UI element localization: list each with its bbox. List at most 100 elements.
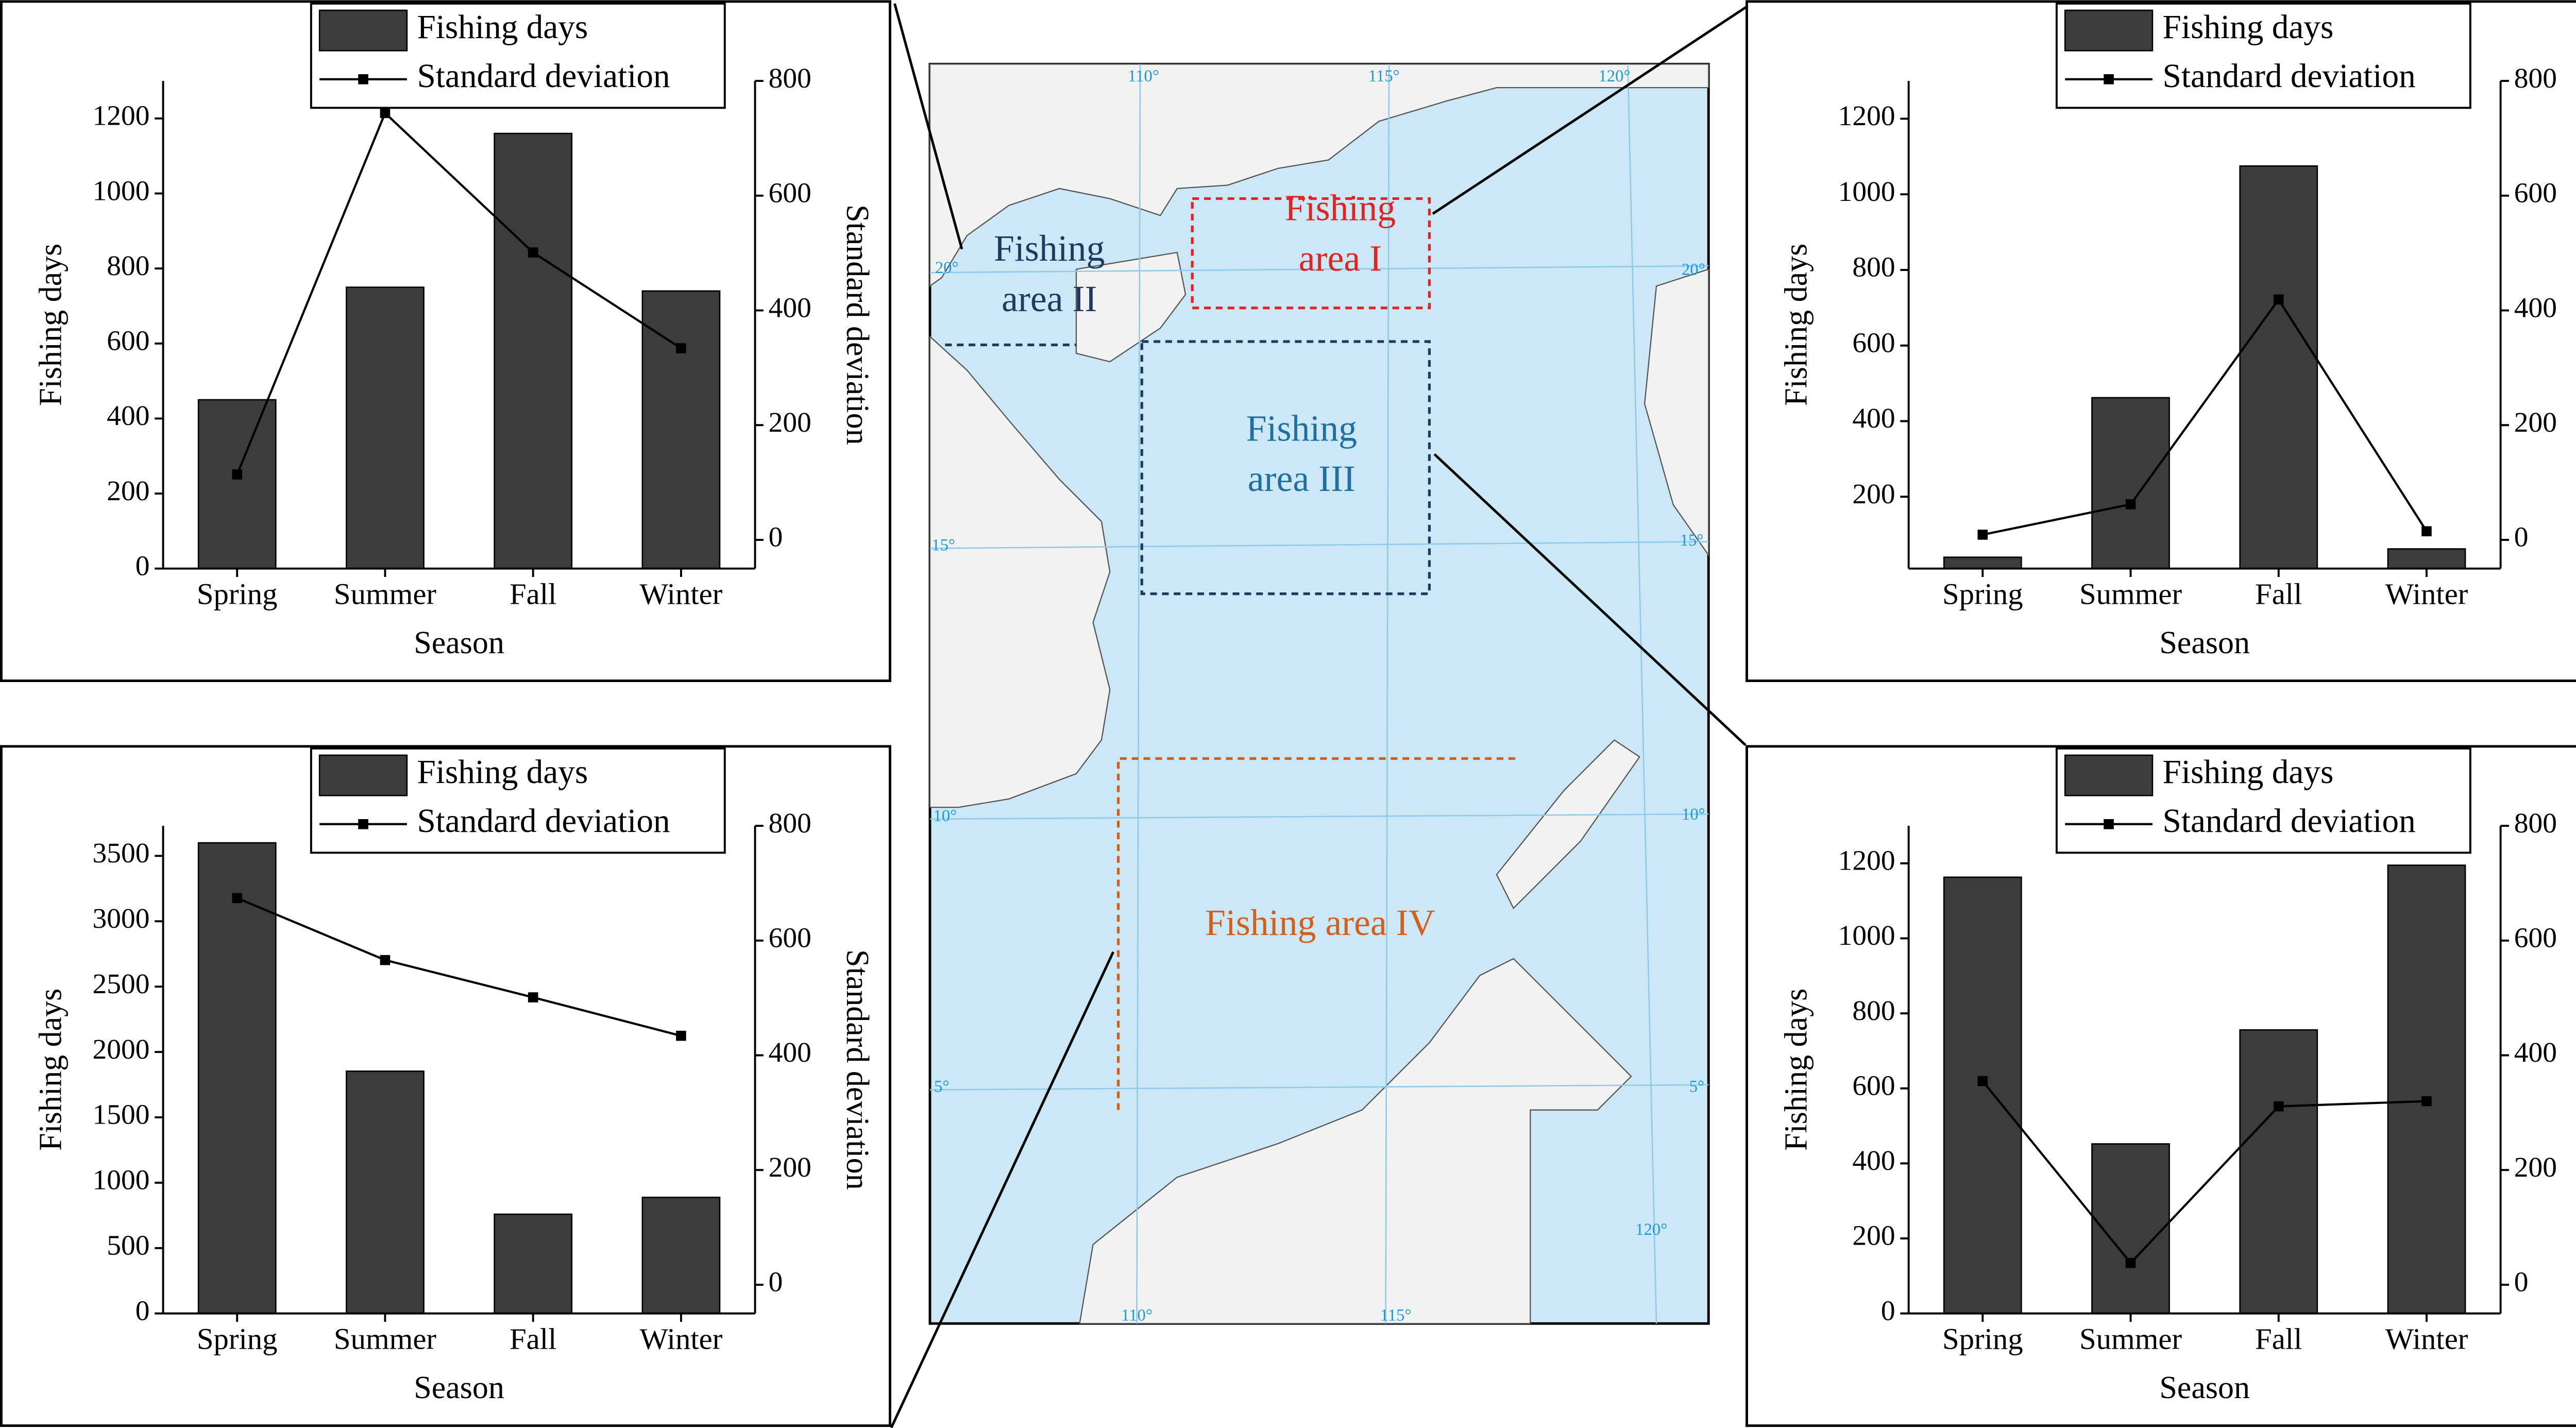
- bar: [1943, 876, 2022, 1314]
- x-tick-label: Fall: [510, 577, 556, 611]
- x-tick-label: Fall: [2255, 577, 2302, 611]
- y-tick-label: 400: [1852, 1145, 1895, 1177]
- line-marker: [232, 893, 243, 904]
- area-label: Fishing area I: [1285, 188, 1396, 279]
- y-tick-label: 0: [135, 550, 150, 582]
- graticule-label: 115°: [1380, 1306, 1412, 1325]
- meridian: [1627, 64, 1657, 1324]
- bar: [346, 1070, 425, 1314]
- bar: [346, 286, 425, 569]
- parallel: [930, 1084, 1709, 1091]
- bar: [2239, 1029, 2318, 1314]
- line: [236, 897, 682, 1037]
- bar: [494, 1213, 573, 1314]
- palawan: [1496, 739, 1641, 909]
- y2-tick-label: 600: [2514, 178, 2557, 209]
- legend-label: Standard deviation: [2163, 58, 2416, 95]
- y-tick-label: 1200: [1838, 845, 1895, 877]
- y-tick-label: 800: [1852, 995, 1895, 1027]
- borneo: [1079, 958, 1632, 1324]
- area-label-line: area III: [1248, 458, 1355, 500]
- chart: 0 200 400 600 800 1000 1200 0 200 400 600 800 Spring…: [0, 0, 891, 682]
- x-axis-label: Season: [2159, 1370, 2250, 1405]
- y-axis-label: Fishing days: [1779, 244, 1814, 406]
- y-tick-label: 1000: [93, 1165, 150, 1196]
- x-tick-label: Summer: [2079, 1322, 2182, 1356]
- y2-tick-label: 200: [2514, 1152, 2557, 1183]
- graticule-label: 10°: [1682, 805, 1705, 824]
- y-tick-label: 2000: [93, 1034, 150, 1065]
- y2-tick-label: 800: [2514, 808, 2557, 839]
- line-marker: [232, 469, 243, 480]
- y-tick-label: 1200: [93, 100, 150, 132]
- land-west: [929, 335, 1111, 808]
- area-label: Fishing area IV: [1205, 902, 1435, 943]
- graticule-label: 10°: [934, 807, 957, 825]
- y-tick-label: 800: [1852, 252, 1895, 283]
- x-axis-label: Season: [2159, 625, 2250, 660]
- chart: 200 400 600 800 1000 1200 0 200 400 600 800 Spring S…: [1745, 0, 2576, 682]
- parallel: [929, 265, 1709, 274]
- bar: [2091, 397, 2170, 569]
- area-label-line: Fishing: [1285, 188, 1396, 229]
- legend-label: Standard deviation: [417, 58, 670, 95]
- bar: [641, 290, 721, 569]
- luzon: [1644, 268, 1709, 557]
- y-tick-label: 600: [107, 326, 149, 357]
- line: [236, 111, 682, 475]
- line-marker: [2125, 1257, 2136, 1268]
- x-tick-label: Spring: [1942, 577, 2023, 611]
- y-tick-label: 0: [1881, 1295, 1895, 1327]
- bar: [197, 399, 277, 569]
- y-tick-label: 1000: [93, 175, 150, 207]
- area-box: [1140, 340, 1431, 596]
- hainan: [1075, 251, 1187, 363]
- y2-tick-label: 400: [769, 1037, 811, 1068]
- y2-tick-label: 0: [2514, 522, 2529, 553]
- meridian: [1136, 64, 1141, 1324]
- x-tick-label: Spring: [197, 1322, 278, 1356]
- connector: [890, 951, 1115, 1428]
- area-label-line: Fishing area IV: [1205, 902, 1435, 943]
- y2-tick-label: 400: [2514, 1037, 2557, 1068]
- x-axis-label: Season: [414, 625, 504, 660]
- y-tick-label: 200: [1852, 479, 1895, 510]
- line: [1982, 297, 2428, 536]
- y-axis-label: Fishing days: [1779, 989, 1814, 1151]
- y2-tick-label: 400: [2514, 292, 2557, 324]
- bar: [197, 842, 277, 1314]
- area-box: [1116, 757, 1519, 1110]
- land-north: [929, 63, 1709, 287]
- connector: [893, 3, 963, 250]
- y-tick-label: 1200: [1838, 100, 1895, 132]
- line-marker: [676, 1030, 686, 1041]
- line-marker: [528, 247, 538, 258]
- bar: [494, 132, 573, 569]
- x-tick-label: Winter: [2385, 1322, 2468, 1356]
- legend-swatch: [2064, 9, 2154, 52]
- y-tick-label: 400: [107, 400, 149, 432]
- graticule-label: 5°: [1689, 1078, 1704, 1096]
- area-label-line: area II: [1002, 278, 1097, 319]
- y-axis-label: Fishing days: [33, 989, 69, 1151]
- y-tick-label: 600: [1852, 1070, 1895, 1101]
- y2-tick-label: 800: [2514, 63, 2557, 94]
- bar: [641, 1196, 721, 1314]
- line-marker: [2125, 499, 2136, 509]
- line-marker: [2273, 294, 2284, 305]
- y2-tick-label: 0: [2514, 1267, 2529, 1298]
- x-tick-label: Winter: [640, 1322, 723, 1356]
- x-tick-label: Winter: [2385, 577, 2468, 611]
- area-box: [1191, 197, 1431, 310]
- graticule-label: 15°: [931, 536, 955, 555]
- line-marker: [1977, 530, 1988, 540]
- chart: 0 500 1000 1500 2000 2500 3000 3500 0 200 400 600 80…: [0, 745, 891, 1427]
- map: Fishing area I Fishing area II Fishing area I…: [928, 63, 1710, 1325]
- y-tick-label: 0: [135, 1295, 150, 1327]
- y2-tick-label: 800: [769, 808, 811, 839]
- meridian: [1385, 64, 1390, 1324]
- y2-tick-label: 200: [769, 1152, 811, 1183]
- y-axis-label: Fishing days: [33, 244, 69, 406]
- x-tick-label: Spring: [1942, 1322, 2023, 1356]
